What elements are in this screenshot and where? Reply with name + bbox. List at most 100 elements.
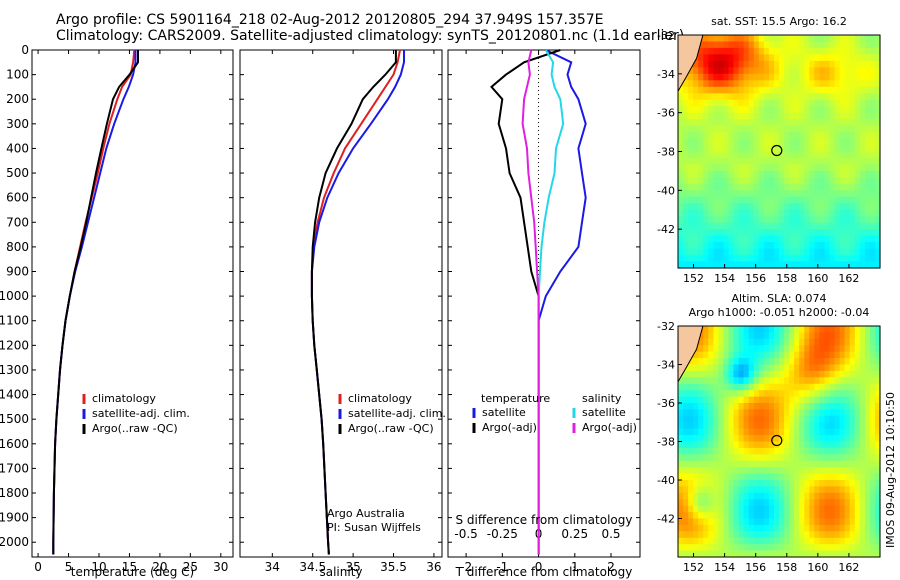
- sst-map-cell: [683, 255, 689, 263]
- sla-map-cell: [814, 370, 820, 378]
- sla-map-cell: [713, 390, 719, 398]
- sst-map-cell: [713, 183, 719, 191]
- sst-map-cell: [713, 229, 719, 237]
- sst-map-cell: [703, 119, 709, 127]
- sla-map-cell: [738, 345, 745, 353]
- sst-map-cell: [809, 80, 815, 88]
- sla-map-cell: [703, 403, 709, 410]
- sst-map-lon-label: 162: [838, 272, 859, 285]
- sst-map-cell: [763, 138, 770, 146]
- sla-map-cell: [738, 441, 745, 449]
- sla-map-cell: [693, 473, 699, 481]
- sst-map-cell: [738, 203, 745, 211]
- sla-map-cell: [678, 403, 684, 410]
- sst-map-cell: [859, 209, 866, 217]
- sst-map-cell: [834, 190, 841, 198]
- sst-map-cell: [789, 112, 795, 120]
- sla-map-cell: [819, 518, 825, 526]
- sst-map-cell: [784, 80, 790, 88]
- sla-map-cell: [875, 422, 881, 430]
- sla-map-cell: [708, 332, 714, 340]
- sla-map-cell: [829, 460, 836, 468]
- sst-map-cell: [703, 80, 709, 88]
- sst-map-cell: [779, 47, 785, 55]
- sst-map-cell: [713, 60, 719, 68]
- sst-map-cell: [779, 106, 785, 114]
- sst-map-cell: [854, 119, 861, 127]
- sla-map-cell: [779, 550, 785, 558]
- sla-map-cell: [809, 544, 815, 552]
- sst-map-cell: [733, 86, 740, 94]
- sla-map-cell: [829, 403, 836, 410]
- sst-map-cell: [713, 54, 719, 62]
- sla-map-cell: [693, 460, 699, 468]
- sla-map-cell: [748, 544, 755, 552]
- sst-map-cell: [779, 80, 785, 88]
- sst-map-cell: [864, 229, 871, 237]
- sla-map-cell: [814, 550, 820, 558]
- sst-map-cell: [844, 125, 851, 133]
- sla-map-cell: [698, 518, 704, 526]
- sst-map-cell: [804, 261, 810, 269]
- sst-map-cell: [809, 255, 815, 263]
- sla-map-cell: [844, 467, 851, 475]
- sst-map-cell: [819, 67, 825, 75]
- sst-map-cell: [713, 119, 719, 127]
- sla-map-cell: [799, 403, 805, 410]
- sla-map-cell: [869, 447, 876, 455]
- sst-map-cell: [748, 145, 755, 153]
- sst-map-cell: [875, 177, 881, 185]
- sdiff-tick-label: -0.5: [454, 527, 477, 541]
- sst-map-cell: [708, 164, 714, 172]
- sst-map-cell: [688, 80, 694, 88]
- sst-map-cell: [819, 119, 825, 127]
- sla-map-cell: [698, 524, 704, 532]
- sla-map-cell: [698, 531, 704, 539]
- sla-map-cell: [703, 409, 709, 417]
- sla-map-cell: [804, 512, 810, 520]
- sdiff-xlabel: S difference from climatology: [456, 513, 633, 527]
- sla-map-cell: [854, 377, 861, 385]
- sst-map-cell: [869, 145, 876, 153]
- sla-map-cell: [753, 518, 760, 526]
- sla-map-cell: [829, 467, 836, 475]
- sla-map-cell: [794, 403, 800, 410]
- sla-map-cell: [774, 370, 780, 378]
- sla-map-cell: [799, 390, 805, 398]
- sla-map-cell: [875, 326, 881, 333]
- sst-map-cell: [804, 145, 810, 153]
- sst-map-cell: [789, 209, 795, 217]
- sst-map-cell: [859, 229, 866, 237]
- sla-map-cell: [738, 454, 745, 462]
- sla-map-cell: [758, 492, 765, 500]
- sst-map-cell: [854, 138, 861, 146]
- sst-map-cell: [728, 222, 735, 230]
- sst-map-cell: [738, 216, 745, 224]
- sst-map-cell: [768, 119, 775, 127]
- sst-map-cell: [794, 183, 800, 191]
- sst-map-cell: [758, 73, 765, 81]
- sst-map-cell: [753, 255, 760, 263]
- sst-map-cell: [854, 106, 861, 114]
- sst-map-cell: [693, 209, 699, 217]
- sst-map-cell: [839, 99, 846, 107]
- sst-map-cell: [875, 209, 881, 217]
- sla-map-cell: [758, 505, 765, 513]
- sst-map-cell: [713, 196, 719, 204]
- sst-map-cell: [829, 54, 836, 62]
- sst-map-cell: [753, 222, 760, 230]
- sla-map-cell: [728, 383, 735, 391]
- sst-map-cell: [799, 60, 805, 68]
- sla-map-cell: [834, 428, 841, 436]
- sla-map-cell: [819, 537, 825, 545]
- sst-map-cell: [768, 164, 775, 172]
- sla-map-cell: [748, 338, 755, 346]
- sst-map-cell: [718, 203, 724, 211]
- sst-map-cell: [688, 67, 694, 75]
- sla-map-cell: [829, 415, 836, 423]
- sst-map-cell: [693, 261, 699, 269]
- sla-map-cell: [875, 550, 881, 558]
- sst-map-cell: [824, 132, 831, 140]
- sla-map-cell: [804, 499, 810, 507]
- sla-map-cell: [789, 338, 795, 346]
